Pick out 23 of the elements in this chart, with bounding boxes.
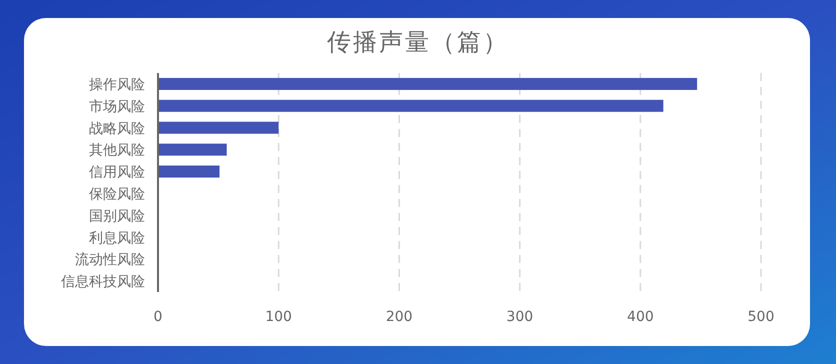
- y-tick-label: 利息风险: [89, 230, 145, 246]
- y-tick-label: 操作风险: [89, 76, 145, 93]
- y-tick-label: 战略风险: [89, 120, 145, 137]
- x-tick-label: 300: [506, 309, 534, 325]
- x-tick-label: 0: [154, 309, 162, 325]
- y-tick-label: 其他风险: [89, 142, 145, 159]
- y-tick-label: 信息科技风险: [61, 274, 145, 290]
- x-tick-label: 200: [386, 309, 413, 325]
- y-tick-label: 保险风险: [89, 186, 145, 202]
- y-tick-label: 国别风险: [89, 208, 145, 224]
- bar: [158, 78, 698, 90]
- bar: [158, 144, 227, 156]
- x-tick-label: 100: [265, 309, 292, 325]
- y-tick-label: 信用风险: [89, 164, 145, 181]
- bar: [158, 122, 279, 134]
- y-tick-label: 流动性风险: [75, 252, 145, 268]
- bar: [158, 100, 664, 112]
- bar: [158, 166, 220, 178]
- plot: 0 100 200 300 400 500 操作风险 市场风险 战略风险 其他风险 信用风险 保险风险 国别风险 利息风险 流动性风险 信息科技风险: [61, 73, 774, 325]
- y-tick-label: 市场风险: [89, 98, 145, 115]
- chart-title: 传播声量（篇）: [327, 28, 509, 56]
- x-tick-label: 400: [627, 309, 654, 325]
- x-tick-label: 500: [748, 309, 774, 325]
